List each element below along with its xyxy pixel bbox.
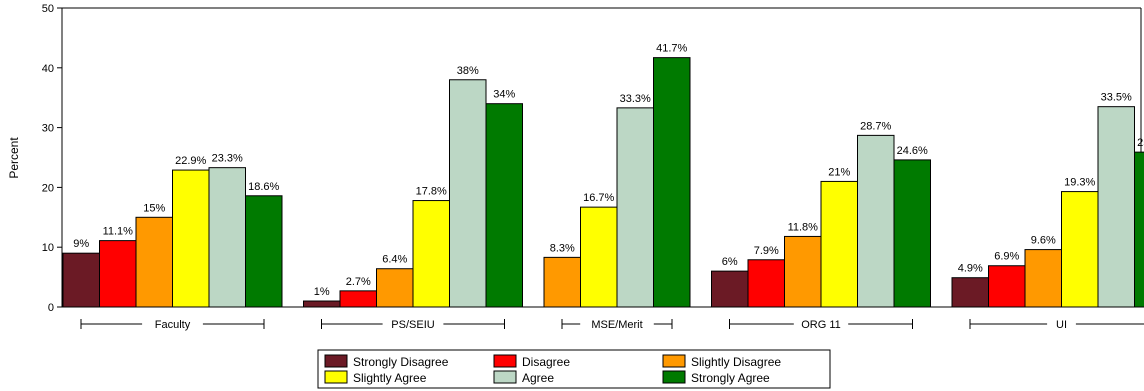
category-label: PS/SEIU xyxy=(391,319,434,331)
bar xyxy=(1024,249,1062,308)
data-label: 6.4% xyxy=(382,254,407,266)
bar xyxy=(543,256,581,308)
y-tick-label: 50 xyxy=(42,3,54,15)
data-label: 15% xyxy=(143,202,165,214)
bar xyxy=(1134,151,1144,308)
bar xyxy=(784,235,822,308)
data-label: 18.6% xyxy=(248,181,279,193)
category-label: MSE/Merit xyxy=(591,319,642,331)
data-label: 28.7% xyxy=(860,120,891,132)
data-label: 33.3% xyxy=(620,93,651,105)
data-label: 38% xyxy=(457,65,479,77)
group-brackets: Faculty PS/SEIU MSE/Merit ORG 11 UI xyxy=(80,319,1144,331)
data-label: 9.6% xyxy=(1031,235,1056,247)
legend-swatch xyxy=(662,370,686,384)
y-tick-label: 0 xyxy=(48,302,54,314)
bar xyxy=(245,195,283,308)
y-tick-label: 30 xyxy=(42,123,54,135)
data-label: 25.9% xyxy=(1137,137,1144,149)
data-label: 6% xyxy=(722,256,738,268)
data-label: 33.5% xyxy=(1101,92,1132,104)
category-label: Faculty xyxy=(155,319,191,331)
bar xyxy=(711,270,749,308)
data-label: 34% xyxy=(493,89,515,101)
bar xyxy=(62,252,100,308)
data-label: 9% xyxy=(73,238,89,250)
bar xyxy=(1097,106,1135,308)
data-label: 17.8% xyxy=(416,186,447,198)
bar xyxy=(580,206,618,308)
data-label: 19.3% xyxy=(1064,177,1095,189)
data-label: 11.1% xyxy=(103,226,134,238)
y-tick-label: 20 xyxy=(42,182,54,194)
bar xyxy=(1061,191,1099,308)
bar xyxy=(376,268,414,308)
data-label: 1% xyxy=(314,286,330,298)
legend-label: Slightly Agree xyxy=(353,371,427,385)
bar xyxy=(172,169,210,308)
bar xyxy=(208,167,246,308)
legend: Strongly Disagree Disagree Slightly Disagr… xyxy=(317,349,831,389)
bar xyxy=(951,277,989,308)
bar xyxy=(616,107,654,308)
legend-swatch xyxy=(493,354,517,368)
bar xyxy=(988,265,1026,308)
legend-frame xyxy=(317,349,831,389)
data-label: 16.7% xyxy=(583,192,614,204)
bar xyxy=(653,57,691,308)
bar xyxy=(99,240,137,308)
bar xyxy=(339,290,377,308)
legend-swatch xyxy=(324,354,348,368)
data-label: 6.9% xyxy=(994,251,1019,263)
data-label: 22.9% xyxy=(175,155,206,167)
bar xyxy=(485,103,523,308)
bar xyxy=(135,216,173,308)
bar xyxy=(412,200,450,308)
data-labels: 9% 11.1% 15% 22.9% 23.3% 18.6% 1% 2.7% 6.4% 17.8%… xyxy=(73,43,1144,298)
y-axis-label: Percent xyxy=(7,137,21,179)
legend-label: Strongly Disagree xyxy=(353,355,449,369)
y-tick-label: 10 xyxy=(42,242,54,254)
bar xyxy=(449,79,487,308)
bars xyxy=(62,57,1144,308)
category-label: ORG 11 xyxy=(801,319,841,331)
data-label: 4.9% xyxy=(958,263,983,275)
data-label: 11.8% xyxy=(788,221,819,233)
data-label: 41.7% xyxy=(656,43,687,55)
category-label: UI xyxy=(1056,319,1067,331)
legend-swatch xyxy=(662,354,686,368)
y-tick-label: 40 xyxy=(42,63,54,75)
data-label: 8.3% xyxy=(550,242,575,254)
legend-swatch xyxy=(324,370,348,384)
data-label: 23.3% xyxy=(212,153,243,165)
legend-label: Slightly Disagree xyxy=(691,355,781,369)
data-label: 7.9% xyxy=(754,245,779,257)
bar xyxy=(857,134,895,308)
data-label: 21% xyxy=(828,166,850,178)
legend-label: Disagree xyxy=(522,355,570,369)
data-label: 24.6% xyxy=(897,145,928,157)
legend-label: Strongly Agree xyxy=(691,371,770,385)
legend-swatch xyxy=(493,370,517,384)
data-label: 2.7% xyxy=(346,276,371,288)
legend-label: Agree xyxy=(522,371,554,385)
bar xyxy=(303,300,341,308)
bar xyxy=(820,180,858,308)
bar xyxy=(747,259,785,308)
bar xyxy=(893,159,931,308)
